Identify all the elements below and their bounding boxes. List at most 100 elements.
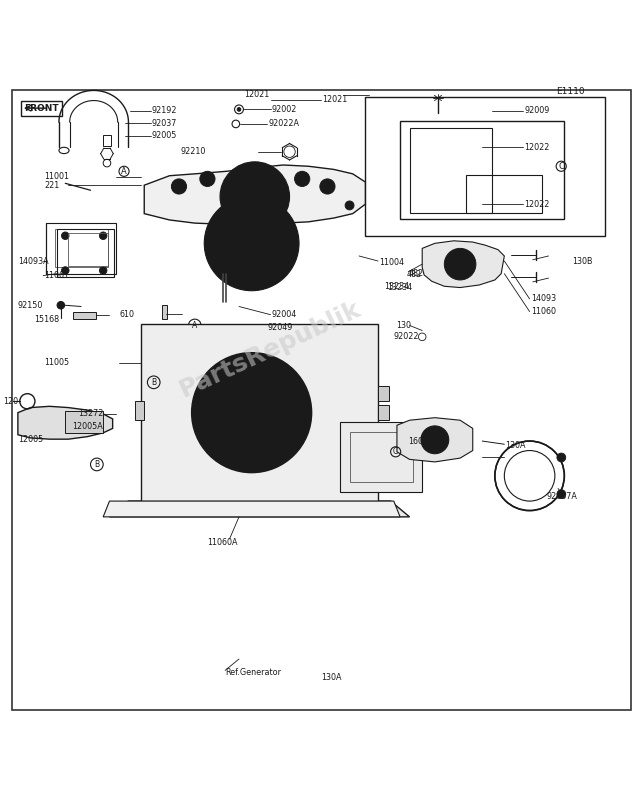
Text: A: A bbox=[121, 167, 127, 176]
Bar bbox=[366, 97, 605, 236]
Text: B: B bbox=[151, 378, 156, 387]
Text: 130B: 130B bbox=[572, 257, 593, 266]
Text: 92037A: 92037A bbox=[546, 491, 577, 501]
Text: 11060A: 11060A bbox=[208, 538, 238, 546]
Bar bbox=[73, 311, 96, 319]
Circle shape bbox=[217, 270, 225, 278]
Circle shape bbox=[62, 266, 69, 274]
Text: 482: 482 bbox=[406, 270, 422, 279]
Polygon shape bbox=[422, 241, 505, 287]
Circle shape bbox=[320, 179, 335, 194]
Text: 92210: 92210 bbox=[181, 147, 206, 156]
Circle shape bbox=[297, 174, 306, 183]
Text: 11060: 11060 bbox=[531, 307, 556, 316]
Circle shape bbox=[248, 282, 255, 290]
Text: C: C bbox=[558, 162, 564, 170]
Text: 12022: 12022 bbox=[524, 143, 550, 152]
Text: 92150: 92150 bbox=[18, 301, 43, 310]
Circle shape bbox=[323, 182, 332, 191]
Circle shape bbox=[248, 197, 255, 204]
Bar bbox=[68, 234, 108, 266]
Text: 92049: 92049 bbox=[268, 323, 293, 332]
Circle shape bbox=[203, 174, 212, 183]
Text: 11005: 11005 bbox=[45, 358, 69, 366]
Text: B: B bbox=[94, 460, 99, 469]
Circle shape bbox=[421, 426, 448, 454]
Bar bbox=[410, 128, 492, 213]
Text: 11061: 11061 bbox=[45, 271, 69, 280]
Text: 12005A: 12005A bbox=[73, 422, 103, 431]
Text: C: C bbox=[393, 447, 398, 456]
Circle shape bbox=[205, 239, 213, 247]
Text: A: A bbox=[192, 321, 197, 330]
Text: 610: 610 bbox=[120, 310, 135, 319]
Bar bbox=[47, 223, 116, 274]
Circle shape bbox=[278, 270, 286, 278]
Text: 13272: 13272 bbox=[78, 410, 103, 418]
Circle shape bbox=[215, 376, 289, 450]
Bar bbox=[378, 424, 389, 439]
Text: 92009: 92009 bbox=[524, 106, 550, 115]
Text: 130: 130 bbox=[396, 321, 411, 330]
Circle shape bbox=[203, 363, 301, 462]
Bar bbox=[65, 410, 103, 433]
Text: 12021: 12021 bbox=[322, 95, 348, 105]
Text: 15168: 15168 bbox=[34, 314, 59, 324]
Circle shape bbox=[57, 302, 64, 309]
Circle shape bbox=[175, 182, 183, 191]
Circle shape bbox=[291, 239, 298, 247]
Text: 14093A: 14093A bbox=[18, 257, 48, 266]
Text: Ref.Generator: Ref.Generator bbox=[225, 669, 281, 678]
Circle shape bbox=[204, 196, 299, 290]
Text: 92022: 92022 bbox=[394, 332, 419, 342]
Ellipse shape bbox=[59, 147, 69, 154]
Circle shape bbox=[62, 232, 69, 239]
Bar bbox=[55, 230, 108, 267]
Bar bbox=[378, 386, 389, 402]
Circle shape bbox=[200, 171, 215, 186]
Text: 16065: 16065 bbox=[408, 437, 433, 446]
Text: 92004: 92004 bbox=[272, 310, 297, 319]
Bar bbox=[21, 101, 62, 116]
Polygon shape bbox=[18, 406, 113, 439]
Text: 12022: 12022 bbox=[524, 200, 550, 209]
Circle shape bbox=[192, 353, 311, 473]
Bar bbox=[340, 422, 422, 492]
Text: 14093: 14093 bbox=[531, 294, 556, 303]
Text: 11001: 11001 bbox=[45, 173, 69, 182]
Circle shape bbox=[217, 209, 225, 217]
Bar bbox=[378, 405, 389, 420]
Text: 11004: 11004 bbox=[379, 258, 404, 266]
Text: 221: 221 bbox=[45, 181, 60, 190]
Text: 120: 120 bbox=[3, 397, 18, 406]
Circle shape bbox=[220, 162, 290, 231]
Bar bbox=[103, 134, 111, 146]
Bar bbox=[141, 324, 378, 501]
Circle shape bbox=[557, 453, 566, 462]
Circle shape bbox=[99, 266, 107, 274]
Circle shape bbox=[229, 171, 280, 222]
Text: 13234: 13234 bbox=[384, 282, 410, 290]
Text: 482: 482 bbox=[408, 269, 424, 278]
Bar bbox=[400, 122, 564, 219]
Text: 92002: 92002 bbox=[272, 105, 297, 114]
Text: 130A: 130A bbox=[506, 441, 526, 450]
Polygon shape bbox=[144, 165, 366, 224]
Text: 92037: 92037 bbox=[152, 118, 177, 128]
Circle shape bbox=[294, 171, 310, 186]
Polygon shape bbox=[110, 501, 410, 517]
Polygon shape bbox=[103, 501, 400, 517]
Text: 12021: 12021 bbox=[244, 90, 269, 99]
Text: FRONT: FRONT bbox=[24, 104, 59, 113]
Polygon shape bbox=[397, 418, 473, 462]
Bar bbox=[350, 431, 413, 482]
Circle shape bbox=[237, 107, 241, 111]
Text: 130A: 130A bbox=[321, 674, 341, 682]
Text: 12005: 12005 bbox=[18, 434, 43, 444]
Text: 92005: 92005 bbox=[152, 131, 177, 141]
Circle shape bbox=[214, 206, 290, 282]
Bar bbox=[162, 306, 167, 319]
Text: E1110: E1110 bbox=[556, 87, 585, 96]
Circle shape bbox=[278, 209, 286, 217]
Text: 13234: 13234 bbox=[387, 283, 413, 292]
